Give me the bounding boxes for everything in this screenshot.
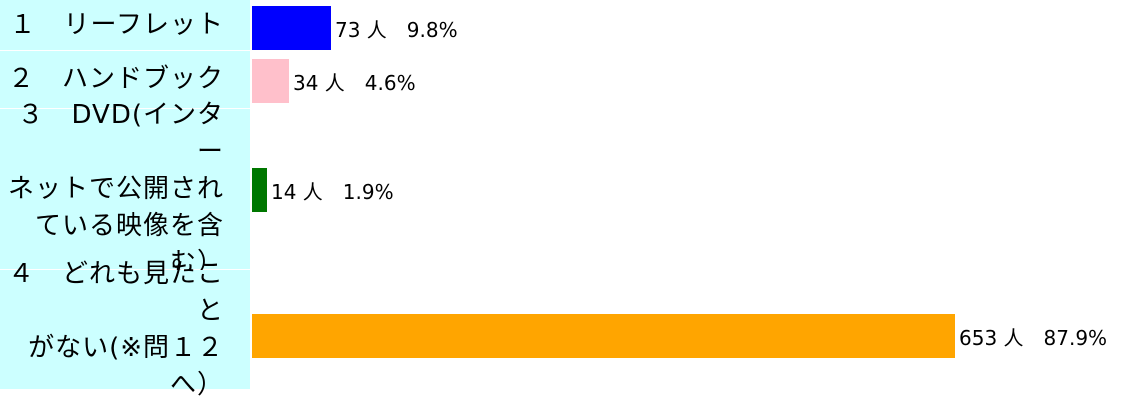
category-label-cell: ２ ハンドブック (0, 51, 250, 108)
category-label-cell: ３ DVD(インター ネットで公開され ている映像を含 む） (0, 100, 250, 278)
value-label: 34 人 4.6% (293, 71, 416, 95)
category-label: ２ ハンドブック (7, 64, 224, 94)
bar (252, 6, 331, 50)
category-label-cell: １ リーフレット (0, 0, 250, 50)
bar (252, 59, 289, 103)
value-label: 14 人 1.9% (271, 180, 394, 204)
category-label: ４ どれも見たこと がない(※問１２ へ） (7, 258, 224, 400)
category-label-cell: ４ どれも見たこと がない(※問１２ へ） (0, 259, 250, 400)
bar (252, 314, 955, 358)
category-label: １ リーフレット (9, 9, 224, 40)
category-label: ３ DVD(インター ネットで公開され ている映像を含 む） (7, 99, 224, 278)
chart-row: ２ ハンドブック 34 人 4.6% (0, 51, 1144, 108)
bar (252, 168, 267, 212)
chart-row: １ リーフレット 73 人 9.8% (0, 0, 1144, 50)
chart-row: ４ どれも見たこと がない(※問１２ へ） 653 人 87.9% (0, 259, 1144, 400)
value-label: 653 人 87.9% (959, 326, 1108, 350)
chart-row: ３ DVD(インター ネットで公開され ている映像を含 む） 14 人 1.9% (0, 100, 1144, 278)
value-label: 73 人 9.8% (335, 18, 458, 42)
